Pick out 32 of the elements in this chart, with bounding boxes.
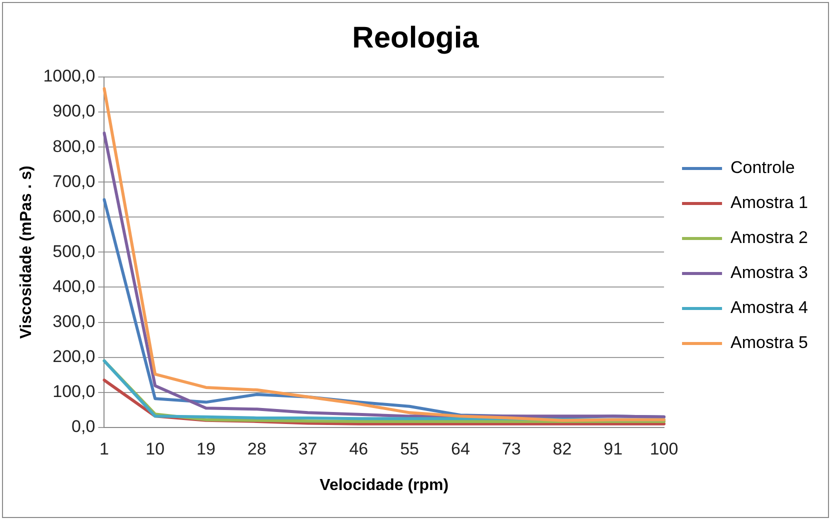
chart-title: Reologia [352, 21, 480, 54]
x-tick-label: 46 [349, 439, 368, 458]
x-tick-label: 100 [650, 439, 678, 458]
legend-label: Amostra 2 [730, 228, 808, 248]
legend-label: Amostra 5 [730, 333, 808, 352]
y-tick-label: 800,0 [52, 136, 96, 156]
x-tick-label: 28 [247, 439, 266, 458]
y-tick-label: 1000,0 [43, 66, 96, 86]
x-tick-label: 37 [298, 439, 318, 458]
x-tick-label: 64 [450, 439, 470, 458]
y-tick-label: 300,0 [52, 312, 96, 331]
y-tick-label: 900,0 [52, 102, 96, 121]
y-tick-label: 500,0 [52, 242, 96, 261]
x-tick-label: 19 [196, 439, 216, 458]
x-tick-label: 82 [552, 439, 572, 458]
y-tick-label: 100,0 [52, 382, 96, 402]
legend-label: Controle [730, 158, 795, 178]
y-axis-title: Viscosidade (mPas . s) [18, 166, 36, 339]
y-tick-label: 0,0 [72, 417, 96, 436]
x-axis-title: Velocidade (rpm) [320, 476, 449, 494]
legend-label: Amostra 3 [730, 263, 808, 282]
y-tick-label: 700,0 [52, 172, 96, 191]
x-tick-label: 73 [502, 439, 521, 458]
x-tick-label: 55 [400, 439, 420, 458]
y-tick-label: 400,0 [52, 276, 96, 296]
x-tick-label: 10 [146, 439, 165, 458]
legend-label: Amostra 4 [730, 298, 808, 318]
x-tick-label: 91 [604, 439, 623, 458]
y-tick-label: 200,0 [52, 347, 96, 366]
legend-label: Amostra 1 [730, 193, 808, 212]
y-tick-label: 600,0 [52, 206, 96, 226]
x-tick-label: 1 [99, 439, 109, 458]
